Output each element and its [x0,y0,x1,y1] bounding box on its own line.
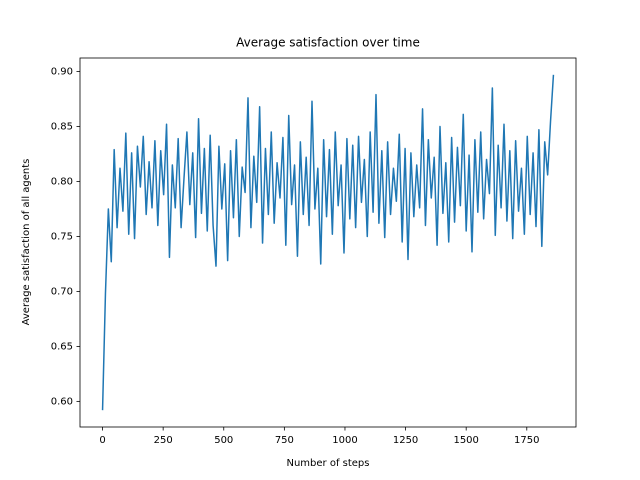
y-tick-label: 0.85 [51,122,73,133]
x-axis-label: Number of steps [286,458,369,469]
x-tick-label: 1500 [453,435,478,446]
x-tick-label: 0 [99,435,105,446]
y-tick-label: 0.70 [51,286,73,297]
y-axis-label: Average satisfaction of all agents [21,159,32,326]
y-tick-label: 0.80 [51,176,73,187]
x-tick-label: 750 [275,435,294,446]
y-tick-label: 0.60 [51,396,73,407]
x-tick-label: 1250 [393,435,418,446]
x-tick-label: 250 [154,435,173,446]
chart-title: Average satisfaction over time [236,36,420,50]
x-tick-label: 1750 [514,435,539,446]
plot-frame [79,57,577,428]
data-line [101,74,555,411]
x-tick-label: 500 [214,435,233,446]
y-tick-label: 0.65 [51,341,73,352]
x-tick-label: 1000 [332,435,357,446]
y-tick-label: 0.90 [51,67,73,78]
y-tick-label: 0.75 [51,231,73,242]
